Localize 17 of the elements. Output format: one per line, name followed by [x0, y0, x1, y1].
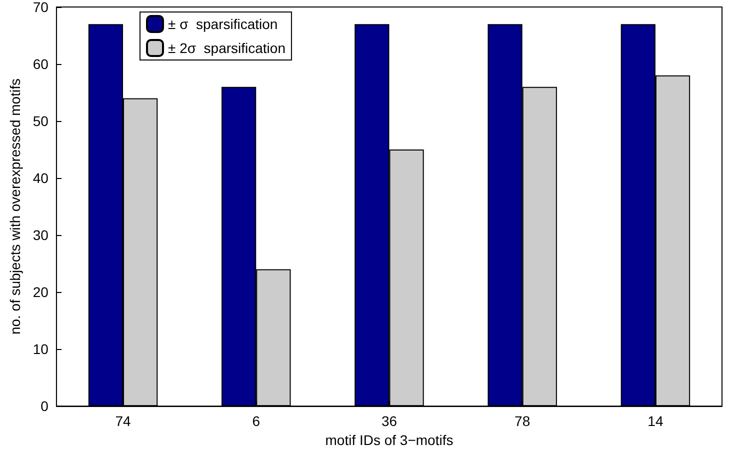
legend-label: ± 2σ sparsification — [168, 40, 286, 56]
y-tick-label: 60 — [32, 56, 49, 72]
x-tick-label: 14 — [648, 413, 664, 430]
x-tick-label: 74 — [115, 413, 132, 430]
x-tick-label: 36 — [381, 413, 398, 430]
y-tick-label: 10 — [32, 341, 49, 358]
y-tick-label: 20 — [32, 284, 49, 300]
y-tick-label: 70 — [32, 0, 49, 15]
y-axis-title: no. of subjects with overexpressed motifs — [7, 78, 23, 335]
y-tick-label: 0 — [40, 398, 49, 414]
y-tick-label: 40 — [32, 170, 49, 186]
x-axis-title: motif IDs of 3−motifs — [325, 432, 454, 448]
legend-label: ± σ sparsification — [168, 16, 278, 32]
y-tick-label: 30 — [32, 227, 49, 244]
x-tick-label: 78 — [514, 413, 530, 430]
y-tick-label: 50 — [32, 113, 49, 130]
x-tick-label: 6 — [252, 413, 260, 430]
